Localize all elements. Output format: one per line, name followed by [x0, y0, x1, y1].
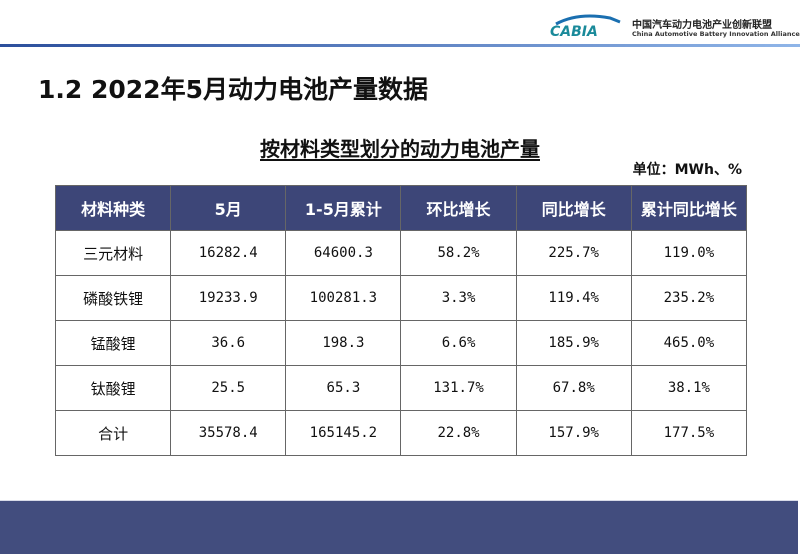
column-header: 材料种类	[54, 185, 172, 231]
material-cell: 合计	[54, 410, 172, 456]
value-cell: 22.8%	[400, 410, 517, 456]
cabia-logo: CABIA	[550, 14, 621, 38]
value-cell: 67.8%	[515, 365, 632, 411]
value-cell: 35578.4	[170, 410, 287, 456]
battery-production-table: 材料种类 5月 1-5月累计 环比增长 同比增长 累计同比增长 三元材料 16282.4 64…	[54, 185, 748, 456]
column-header: 同比增长	[515, 185, 632, 231]
value-cell: 64600.3	[285, 230, 402, 276]
table-header-row: 材料种类 5月 1-5月累计 环比增长 同比增长 累计同比增长	[54, 185, 748, 231]
table-title: 按材料类型划分的动力电池产量	[0, 133, 800, 162]
table-row: 合计 35578.4 165145.2 22.8% 157.9% 177.5%	[54, 410, 748, 456]
value-cell: 38.1%	[630, 365, 748, 411]
value-cell: 165145.2	[285, 410, 402, 456]
value-cell: 119.4%	[515, 275, 632, 321]
footer-band	[0, 500, 798, 554]
table-title-text: 按材料类型划分的动力电池产量	[260, 137, 540, 161]
logo-cn-text: 中国汽车动力电池产业创新联盟	[632, 20, 772, 31]
value-cell: 235.2%	[630, 275, 748, 321]
column-header: 5月	[170, 185, 287, 231]
value-cell: 225.7%	[515, 230, 632, 276]
column-header: 1-5月累计	[285, 185, 402, 231]
value-cell: 185.9%	[515, 320, 632, 366]
column-header: 累计同比增长	[630, 185, 748, 231]
table-row: 钛酸锂 25.5 65.3 131.7% 67.8% 38.1%	[54, 365, 748, 411]
table-row: 三元材料 16282.4 64600.3 58.2% 225.7% 119.0%	[54, 230, 748, 276]
page-title: 1.2 2022年5月动力电池产量数据	[38, 75, 428, 104]
logo-en-text: China Automotive Battery Innovation Alli…	[632, 30, 800, 38]
value-cell: 25.5	[170, 365, 287, 411]
value-cell: 177.5%	[630, 410, 748, 456]
value-cell: 157.9%	[515, 410, 632, 456]
value-cell: 6.6%	[400, 320, 517, 366]
material-cell: 三元材料	[54, 230, 172, 276]
value-cell: 65.3	[285, 365, 402, 411]
value-cell: 465.0%	[630, 320, 748, 366]
value-cell: 16282.4	[170, 230, 287, 276]
value-cell: 100281.3	[285, 275, 402, 321]
value-cell: 198.3	[285, 320, 402, 366]
value-cell: 119.0%	[630, 230, 748, 276]
material-cell: 钛酸锂	[54, 365, 172, 411]
value-cell: 19233.9	[170, 275, 287, 321]
value-cell: 36.6	[170, 320, 287, 366]
table-row: 磷酸铁锂 19233.9 100281.3 3.3% 119.4% 235.2%	[54, 275, 748, 321]
value-cell: 58.2%	[400, 230, 517, 276]
value-cell: 131.7%	[400, 365, 517, 411]
unit-label: 单位：MWh、%	[632, 162, 742, 178]
header-divider	[0, 44, 800, 47]
value-cell: 3.3%	[400, 275, 517, 321]
material-cell: 锰酸锂	[54, 320, 172, 366]
table-row: 锰酸锂 36.6 198.3 6.6% 185.9% 465.0%	[54, 320, 748, 366]
material-cell: 磷酸铁锂	[54, 275, 172, 321]
column-header: 环比增长	[400, 185, 517, 231]
svg-text:CABIA: CABIA	[550, 24, 598, 38]
